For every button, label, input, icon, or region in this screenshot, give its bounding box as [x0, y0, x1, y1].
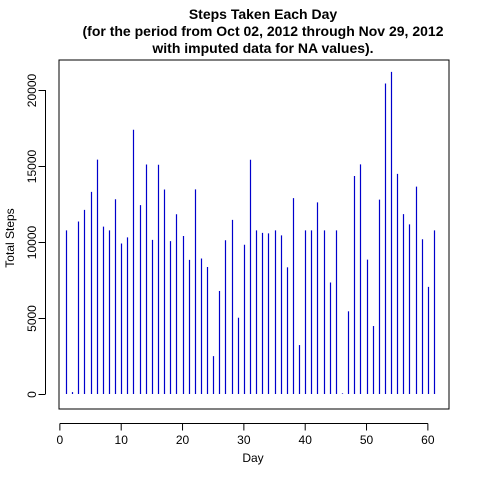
- y-tick-label-0: 0: [25, 391, 39, 398]
- y-tick-label-5000: 5000: [25, 305, 39, 332]
- y-axis: 0 5000 10000 15000 20000: [25, 73, 46, 398]
- chart-title-line-1: Steps Taken Each Day: [189, 6, 338, 22]
- chart-title-line-3: with imputed data for NA values).: [151, 40, 373, 56]
- x-axis: 0 10 20 30 40 50 60: [57, 423, 435, 447]
- x-tick-label-0: 0: [57, 433, 64, 447]
- x-tick-label-10: 10: [115, 433, 129, 447]
- x-tick-label-20: 20: [176, 433, 190, 447]
- chart-title-line-2: (for the period from Oct 02, 2012 throug…: [83, 23, 444, 39]
- y-tick-label-10000: 10000: [25, 225, 39, 259]
- y-tick-label-20000: 20000: [25, 73, 39, 107]
- y-axis-title: Total Steps: [3, 208, 17, 267]
- plot-frame: [58, 59, 450, 410]
- x-axis-title: Day: [242, 451, 263, 465]
- bars-group: [65, 71, 436, 394]
- x-tick-label-50: 50: [360, 433, 374, 447]
- x-tick-label-60: 60: [421, 433, 435, 447]
- x-tick-label-30: 30: [237, 433, 251, 447]
- x-tick-label-40: 40: [299, 433, 313, 447]
- y-tick-label-15000: 15000: [25, 149, 39, 183]
